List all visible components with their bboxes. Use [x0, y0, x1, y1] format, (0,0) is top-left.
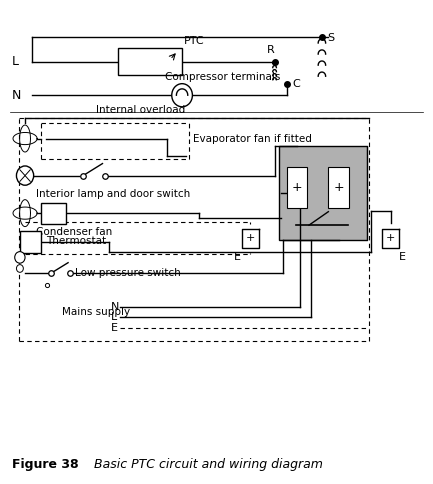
Circle shape — [15, 252, 25, 263]
Text: Basic PTC circuit and wiring diagram: Basic PTC circuit and wiring diagram — [94, 457, 323, 470]
Text: E: E — [111, 323, 118, 333]
Bar — [42, 202, 66, 224]
Text: +: + — [386, 233, 395, 243]
Bar — [279, 146, 367, 240]
Circle shape — [16, 166, 34, 185]
Polygon shape — [382, 228, 399, 248]
Text: Condenser fan: Condenser fan — [36, 227, 112, 237]
Text: L: L — [12, 55, 19, 68]
Text: Figure 38: Figure 38 — [12, 457, 79, 470]
Text: L: L — [111, 312, 117, 321]
Text: Mains supply: Mains supply — [61, 307, 130, 317]
Text: Interior lamp and door switch: Interior lamp and door switch — [36, 189, 190, 199]
Text: PTC: PTC — [184, 36, 205, 46]
Text: Compressor terminals: Compressor terminals — [165, 72, 280, 82]
Text: +: + — [333, 182, 344, 195]
Text: Evaporator fan if fitted: Evaporator fan if fitted — [193, 134, 312, 144]
Text: C: C — [293, 79, 301, 89]
Circle shape — [172, 84, 192, 107]
Polygon shape — [242, 228, 259, 248]
Text: Thermostat: Thermostat — [47, 236, 107, 246]
Text: R: R — [266, 45, 274, 55]
Text: E: E — [233, 252, 241, 262]
Text: N: N — [111, 302, 120, 312]
Bar — [328, 167, 349, 208]
Bar — [287, 167, 307, 208]
Text: +: + — [246, 233, 255, 243]
Text: E: E — [398, 252, 405, 262]
Text: N: N — [12, 89, 22, 102]
Text: Low pressure switch: Low pressure switch — [74, 268, 180, 278]
Text: S: S — [327, 33, 334, 44]
Circle shape — [16, 265, 23, 272]
Bar — [117, 48, 182, 75]
Text: +: + — [292, 182, 302, 195]
Text: Internal overload: Internal overload — [96, 105, 185, 115]
Bar — [20, 231, 42, 253]
